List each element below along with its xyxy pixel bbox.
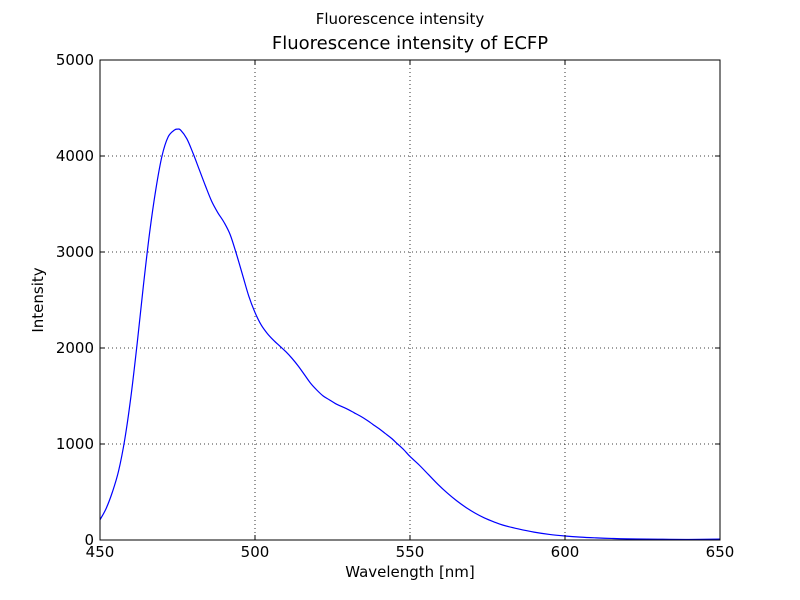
- ticks: 450 500 550 600 650 0 1000 2000 3000 4000 5000: [56, 51, 735, 561]
- y-axis-label: Intensity: [29, 267, 47, 332]
- x-tick-label: 450: [86, 543, 115, 561]
- y-tick-label: 0: [84, 531, 94, 549]
- series-layer: [99, 128, 721, 541]
- series-line-ecfp: [99, 128, 721, 541]
- x-tick-label: 600: [551, 543, 580, 561]
- chart-title: Fluorescence intensity of ECFP: [272, 33, 548, 54]
- x-axis-label: Wavelength [nm]: [345, 563, 475, 581]
- grid: [100, 60, 720, 540]
- y-tick-label: 5000: [56, 51, 94, 69]
- x-tick-label: 650: [706, 543, 735, 561]
- x-tick-label: 550: [396, 543, 425, 561]
- x-tick-label: 500: [241, 543, 270, 561]
- y-tick-label: 3000: [56, 243, 94, 261]
- y-tick-label: 2000: [56, 339, 94, 357]
- window-title: Fluorescence intensity: [316, 10, 485, 28]
- y-tick-label: 4000: [56, 147, 94, 165]
- y-tick-label: 1000: [56, 435, 94, 453]
